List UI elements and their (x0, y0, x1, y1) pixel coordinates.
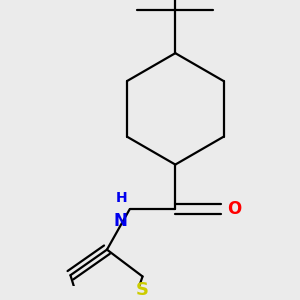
Text: H: H (116, 191, 127, 205)
Text: N: N (113, 212, 127, 230)
Text: S: S (136, 281, 149, 299)
Text: O: O (227, 200, 242, 218)
